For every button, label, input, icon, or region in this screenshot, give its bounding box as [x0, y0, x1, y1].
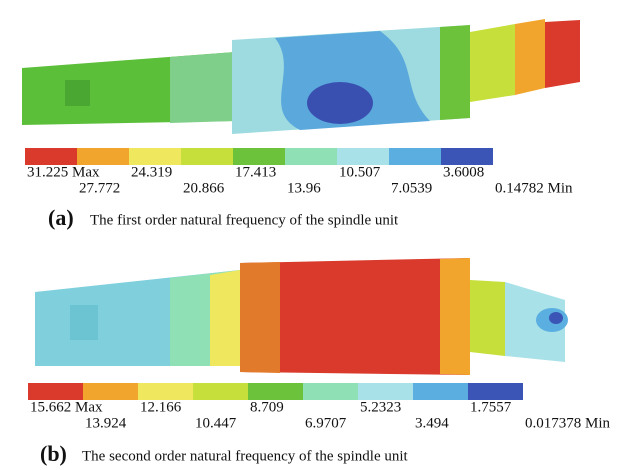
legend-swatch [358, 383, 413, 400]
legend-label: 13.924 [85, 415, 127, 431]
legend-label: 0.14782 Min [495, 180, 573, 196]
legend-label: 27.772 [79, 180, 120, 196]
caption-label: (a) [48, 205, 74, 230]
legend-swatch [303, 383, 358, 400]
legend-swatch [129, 148, 181, 165]
legend-label: 0.017378 Min [525, 415, 611, 431]
caption-text: The second order natural frequency of th… [82, 448, 409, 464]
legend-swatch [193, 383, 248, 400]
legend-label: 24.319 [131, 164, 172, 180]
legend-label: 10.507 [339, 164, 381, 180]
legend-swatch [83, 383, 138, 400]
spindle-model-b [35, 258, 568, 375]
legend-swatch [468, 383, 523, 400]
spindle-model-a [22, 19, 580, 134]
legend-label: 3.6008 [443, 164, 484, 180]
legend-swatch [248, 383, 303, 400]
legend-label: 10.447 [195, 415, 237, 431]
legend-label: 8.709 [250, 399, 284, 415]
legend-swatch [28, 383, 83, 400]
figure: 31.225 Max27.772 24.319 20.866 17.413 13.96 1… [0, 0, 628, 470]
legend-label: 15.662 Max [30, 399, 103, 415]
legend-label: 1.7557 [470, 399, 512, 415]
legend-label: 12.166 [140, 399, 182, 415]
legend-label: 5.2323 [360, 399, 401, 415]
legend-label: 3.494 [415, 415, 449, 431]
legend-swatch [389, 148, 441, 165]
legend-swatch [25, 148, 77, 165]
legend-swatch [181, 148, 233, 165]
legend-label: 17.413 [235, 164, 276, 180]
legend-label: 13.96 [287, 180, 321, 196]
legend-label: 20.866 [183, 180, 225, 196]
legend-swatch [233, 148, 285, 165]
legend-label: 31.225 Max [27, 164, 100, 180]
legend-swatch [285, 148, 337, 165]
caption-text: The first order natural frequency of the… [90, 212, 399, 228]
caption-label: (b) [40, 441, 67, 466]
legend-label: 7.0539 [391, 180, 432, 196]
legend-swatch [337, 148, 389, 165]
legend-swatch [441, 148, 493, 165]
legend-swatch [413, 383, 468, 400]
legend-swatch [138, 383, 193, 400]
legend-label: 6.9707 [305, 415, 347, 431]
legend-swatch [77, 148, 129, 165]
